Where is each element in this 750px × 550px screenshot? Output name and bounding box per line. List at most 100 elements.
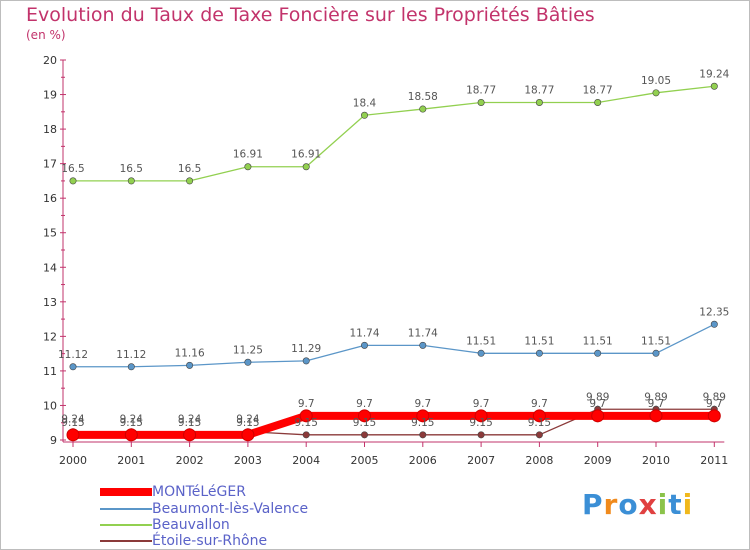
data-point <box>419 431 427 439</box>
data-label: 9.7 <box>473 398 490 410</box>
data-label: 11.16 <box>175 347 205 359</box>
data-point <box>649 409 663 423</box>
data-point <box>652 349 660 357</box>
data-label: 11.51 <box>466 335 496 347</box>
data-point <box>360 431 368 439</box>
x-tick-label: 2002 <box>176 454 204 467</box>
data-label: 18.58 <box>408 91 438 103</box>
data-label: 9.7 <box>648 398 665 410</box>
data-point <box>360 111 368 119</box>
data-label: 16.5 <box>61 163 84 175</box>
x-tick-label: 2004 <box>292 454 320 467</box>
data-point <box>244 163 252 171</box>
x-tick-label: 2009 <box>584 454 612 467</box>
legend-label: Étoile-sur-Rhône <box>152 533 268 549</box>
data-label: 18.77 <box>524 84 554 96</box>
y-tick-label: 14 <box>43 261 57 274</box>
data-label: 9.15 <box>295 417 318 429</box>
chart-title: Evolution du Taux de Taxe Foncière sur l… <box>26 4 595 26</box>
data-label: 16.5 <box>178 163 201 175</box>
data-label: 9.15 <box>120 417 143 429</box>
data-label: 16.91 <box>233 149 263 161</box>
y-tick-label: 11 <box>43 365 57 378</box>
data-label: 16.91 <box>291 149 321 161</box>
data-label: 9.7 <box>706 398 723 410</box>
data-point <box>69 177 77 185</box>
data-point <box>419 341 427 349</box>
data-point <box>127 363 135 371</box>
data-label: 9.15 <box>469 417 492 429</box>
y-tick-label: 13 <box>43 296 57 309</box>
y-axis-unit-label: (en %) <box>26 28 66 42</box>
x-tick-label: 2010 <box>642 454 670 467</box>
data-label: 11.74 <box>408 327 438 339</box>
data-point <box>710 320 718 328</box>
data-label: 9.24 <box>178 414 202 426</box>
data-label: 9.89 <box>703 391 726 403</box>
y-tick-label: 16 <box>43 192 57 205</box>
data-point <box>244 358 252 366</box>
data-label: 9.15 <box>236 417 259 429</box>
data-point <box>535 431 543 439</box>
data-label: 16.5 <box>120 163 143 175</box>
data-point <box>532 409 546 423</box>
logo-letter: x <box>638 488 658 521</box>
proxiti-logo: Proxiti <box>582 488 693 521</box>
data-label: 9.15 <box>411 417 434 429</box>
data-point <box>186 177 194 185</box>
series-line <box>73 323 715 368</box>
data-point <box>652 89 660 97</box>
data-point <box>477 98 485 106</box>
legend-item: Étoile-sur-Rhône <box>100 533 267 549</box>
data-label: 11.51 <box>641 335 671 347</box>
data-label: 9.7 <box>298 398 315 410</box>
x-tick-label: 2007 <box>467 454 495 467</box>
data-point <box>302 431 310 439</box>
data-label: 18.4 <box>353 97 377 109</box>
y-tick-label: 17 <box>43 158 57 171</box>
data-label: 9.7 <box>589 398 606 410</box>
data-point <box>416 409 430 423</box>
data-point <box>591 409 605 423</box>
x-tick-label: 2011 <box>700 454 728 467</box>
logo-letter: o <box>618 488 639 521</box>
data-point <box>707 409 721 423</box>
legend-swatch <box>100 524 152 526</box>
data-point <box>535 98 543 106</box>
data-point <box>360 341 368 349</box>
x-tick-label: 2005 <box>351 454 379 467</box>
y-tick-label: 18 <box>43 123 57 136</box>
x-tick-label: 2000 <box>59 454 87 467</box>
data-label: 11.12 <box>58 349 88 361</box>
data-point <box>302 163 310 171</box>
logo-letter: i <box>682 488 694 521</box>
data-label: 11.51 <box>583 335 613 347</box>
data-point <box>419 105 427 113</box>
logo-letter: P <box>582 488 604 521</box>
data-label: 9.89 <box>586 391 609 403</box>
legend-item: Beauvallon <box>100 517 230 533</box>
logo-letter: t <box>668 488 683 521</box>
data-point <box>299 409 313 423</box>
data-point <box>535 349 543 357</box>
data-point <box>477 431 485 439</box>
data-label: 9.7 <box>531 398 548 410</box>
data-label: 11.12 <box>116 349 146 361</box>
legend-item: MONTéLéGER <box>100 484 246 500</box>
data-label: 9.15 <box>528 417 551 429</box>
data-point <box>302 357 310 365</box>
data-label: 9.7 <box>414 398 431 410</box>
data-point <box>186 361 194 369</box>
data-label: 9.24 <box>120 414 144 426</box>
data-label: 11.74 <box>349 327 379 339</box>
legend-item: Beaumont-lès-Valence <box>100 501 308 517</box>
data-point <box>358 409 371 423</box>
legend-label: MONTéLéGER <box>152 484 246 500</box>
data-label: 9.15 <box>353 417 376 429</box>
data-label: 12.35 <box>699 306 729 318</box>
data-point <box>710 82 718 90</box>
y-tick-label: 10 <box>43 399 57 412</box>
y-tick-label: 15 <box>43 227 57 240</box>
data-label: 9.7 <box>356 398 373 410</box>
